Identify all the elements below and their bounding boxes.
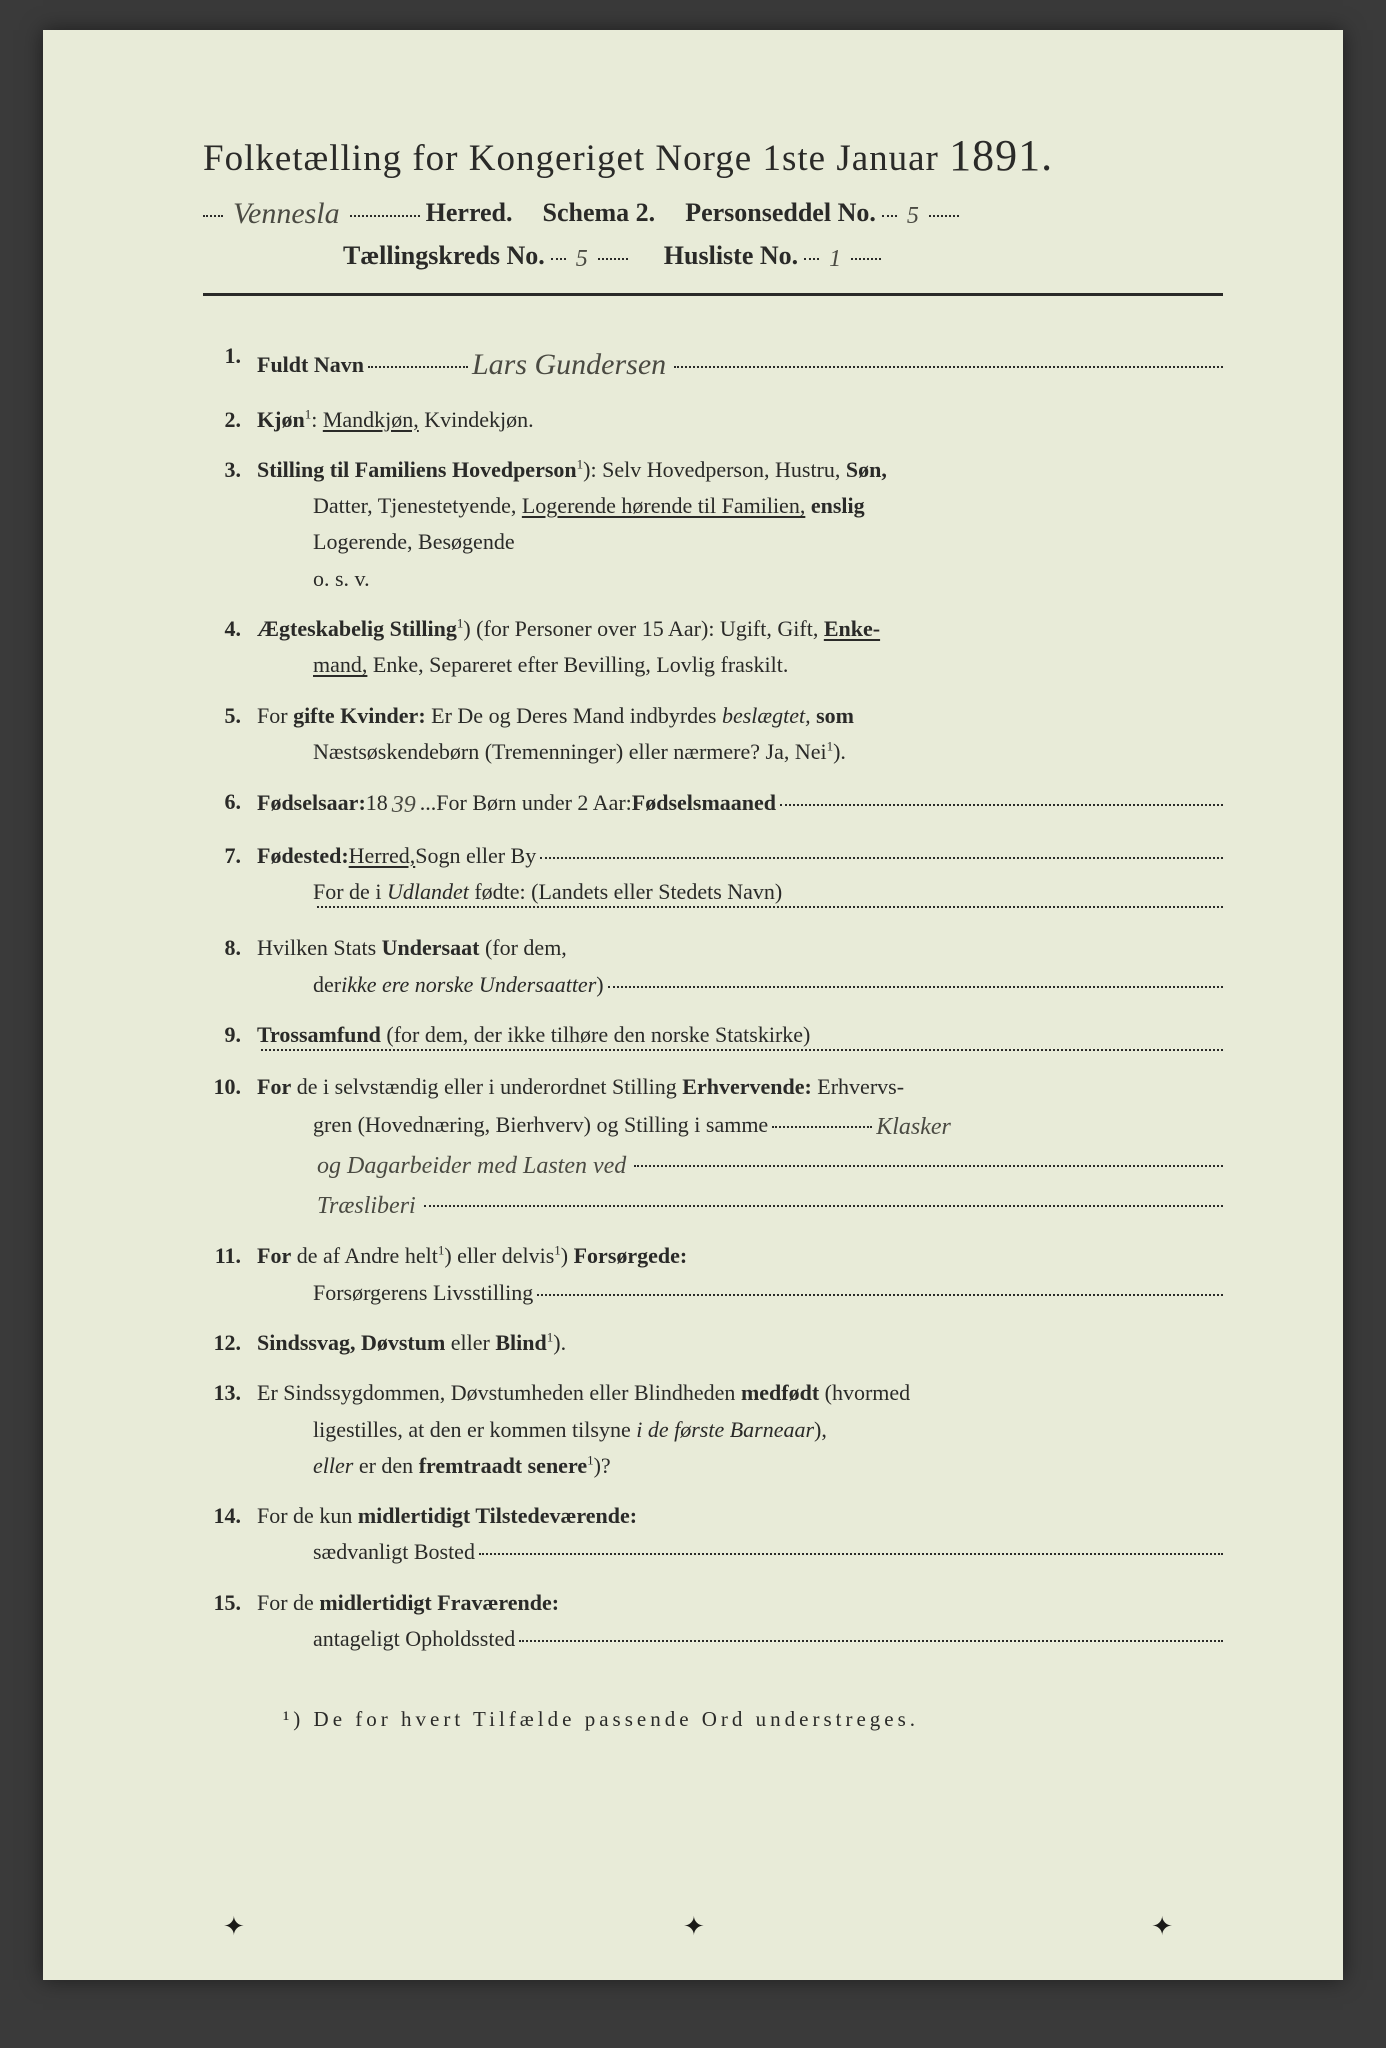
item-number: 5. (203, 698, 257, 734)
item-label: medfødt (741, 1380, 819, 1405)
item-number: 12. (203, 1325, 257, 1361)
pin-mark: ✦ (1151, 1912, 1173, 1942)
dots (551, 258, 566, 260)
item-number: 14. (203, 1498, 257, 1534)
dots (851, 258, 881, 260)
item-label: midlertidigt Fraværende: (319, 1590, 559, 1615)
footnote-text: De for hvert Tilfælde passende Ord under… (314, 1707, 920, 1731)
item-8: 8. Hvilken Stats Undersaat (for dem, der… (203, 930, 1223, 1003)
header-block: Folketælling for Kongeriget Norge 1ste J… (203, 130, 1223, 271)
title-line-1: Folketælling for Kongeriget Norge 1ste J… (203, 130, 1223, 181)
gender-selected: Mandkjøn, (323, 407, 419, 432)
item-label: Erhvervende: (682, 1074, 812, 1099)
schema-label: Schema 2. (543, 198, 656, 228)
dots (203, 215, 223, 217)
item-7: 7. Fødested: Herred, Sogn eller By For d… (203, 838, 1223, 913)
item-14: 14. For de kun midlertidigt Tilstedevære… (203, 1498, 1223, 1571)
pin-mark: ✦ (223, 1912, 245, 1942)
census-form-page: Folketælling for Kongeriget Norge 1ste J… (43, 30, 1343, 1980)
personseddel-no: 5 (903, 203, 923, 230)
item-label: Fødselsaar: (257, 785, 366, 821)
item-label: Fødested: (257, 838, 349, 874)
footnote: ¹) De for hvert Tilfælde passende Ord un… (203, 1707, 1223, 1732)
title-year: 1891. (949, 131, 1053, 180)
tkreds-no: 5 (572, 246, 592, 273)
item-label: Stilling til Familiens Hovedperson (257, 457, 577, 482)
item-number: 3. (203, 452, 257, 488)
item-6: 6. Fødselsaar: 1839... For Børn under 2 … (203, 784, 1223, 824)
form-items: 1. Fuldt Navn Lars Gundersen 2. Kjøn1: M… (203, 338, 1223, 1657)
birthplace-selected: Herred, (349, 838, 416, 874)
item-13: 13. Er Sindssygdommen, Døvstumheden elle… (203, 1375, 1223, 1484)
birthyear-handwritten: 39 (388, 786, 420, 826)
item-12: 12. Sindssvag, Døvstum eller Blind1). (203, 1325, 1223, 1361)
husliste-no: 1 (825, 246, 845, 273)
item-number: 2. (203, 402, 257, 438)
occupation-hand-3: Træsliberi (313, 1187, 420, 1227)
item-2: 2. Kjøn1: Mandkjøn, Kvindekjøn. (203, 402, 1223, 438)
divider (203, 293, 1223, 296)
occupation-hand-2: og Dagarbeider med Lasten ved (313, 1147, 630, 1187)
item-number: 4. (203, 611, 257, 647)
item-number: 7. (203, 838, 257, 874)
item-label: Fuldt Navn (257, 347, 364, 383)
item-label: Ægteskabelig Stilling (257, 616, 457, 641)
marital-selected: Enke- (824, 616, 880, 641)
name-handwritten: Lars Gundersen (468, 340, 670, 390)
title-line-2: Vennesla Herred. Schema 2. Personseddel … (203, 195, 1223, 229)
item-15: 15. For de midlertidigt Fraværende: anta… (203, 1585, 1223, 1658)
footnote-marker: ¹) (283, 1707, 304, 1731)
title-line-3: Tællingskreds No. 5 Husliste No. 1 (343, 241, 1223, 271)
item-11: 11. For de af Andre helt1) eller delvis1… (203, 1238, 1223, 1311)
pin-mark: ✦ (683, 1912, 705, 1942)
dots (598, 258, 628, 260)
item-label: Forsørgede: (574, 1243, 688, 1268)
item-number: 1. (203, 338, 257, 374)
item-number: 8. (203, 930, 257, 966)
dots (929, 215, 959, 217)
item-5: 5. For gifte Kvinder: Er De og Deres Man… (203, 698, 1223, 771)
item-label: Trossamfund (257, 1022, 381, 1047)
item-number: 10. (203, 1069, 257, 1105)
item-label: Undersaat (382, 935, 480, 960)
item-9: 9. Trossamfund (for dem, der ikke tilhør… (203, 1017, 1223, 1055)
title-text: Folketælling for Kongeriget Norge 1ste J… (203, 138, 939, 179)
herred-label: Herred. (426, 198, 513, 228)
tkreds-label: Tællingskreds No. (343, 241, 545, 271)
item-number: 15. (203, 1585, 257, 1621)
item-number: 11. (203, 1238, 257, 1274)
husliste-label: Husliste No. (664, 241, 798, 271)
relation-selected: Logerende hørende til Familien, (522, 493, 805, 518)
personseddel-label: Personseddel No. (685, 198, 876, 228)
item-label: Sindssvag, Døvstum (257, 1330, 445, 1355)
item-4: 4. Ægteskabelig Stilling1) (for Personer… (203, 611, 1223, 684)
item-number: 6. (203, 784, 257, 820)
herred-name-handwritten: Vennesla (229, 197, 344, 231)
item-1: 1. Fuldt Navn Lars Gundersen (203, 338, 1223, 388)
item-number: 13. (203, 1375, 257, 1411)
item-number: 9. (203, 1017, 257, 1053)
item-10: 10. For de i selvstændig eller i underor… (203, 1069, 1223, 1224)
item-label: midlertidigt Tilstedeværende: (358, 1503, 637, 1528)
item-label: Kjøn (257, 407, 305, 432)
occupation-hand-1: Klasker (872, 1108, 955, 1148)
dots (804, 258, 819, 260)
dots (350, 215, 420, 217)
dots (882, 215, 897, 217)
item-3: 3. Stilling til Familiens Hovedperson1):… (203, 452, 1223, 597)
item-label: gifte Kvinder: (293, 703, 426, 728)
